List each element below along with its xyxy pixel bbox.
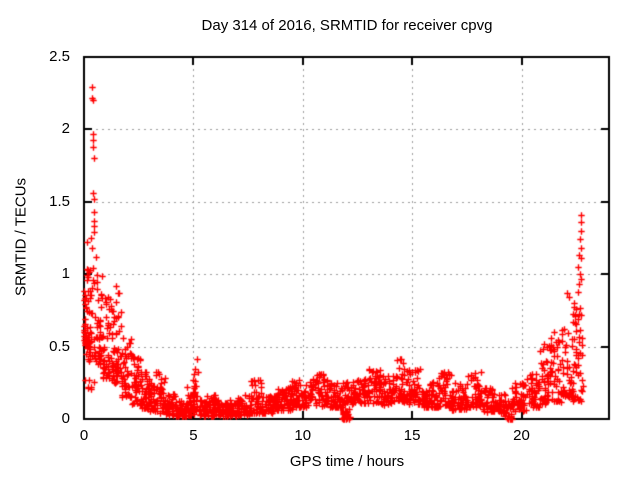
chart-title: Day 314 of 2016, SRMTID for receiver cpv… [201,17,493,34]
y-tick-label: 1 [61,265,70,283]
y-tick-label: 0.5 [49,337,70,355]
x-tick-label: 20 [513,427,530,444]
x-tick-label: 5 [189,427,198,444]
x-tick-label: 15 [403,427,421,444]
x-tick-label: 0 [79,427,89,444]
y-tick-label: 2.5 [49,48,70,65]
y-tick-label: 0 [61,410,70,427]
x-tick-label: 10 [294,427,312,444]
x-axis-label: GPS time / hours [289,453,405,470]
y-tick-label: 1.5 [49,192,70,210]
y-tick-label: 2 [61,120,70,138]
